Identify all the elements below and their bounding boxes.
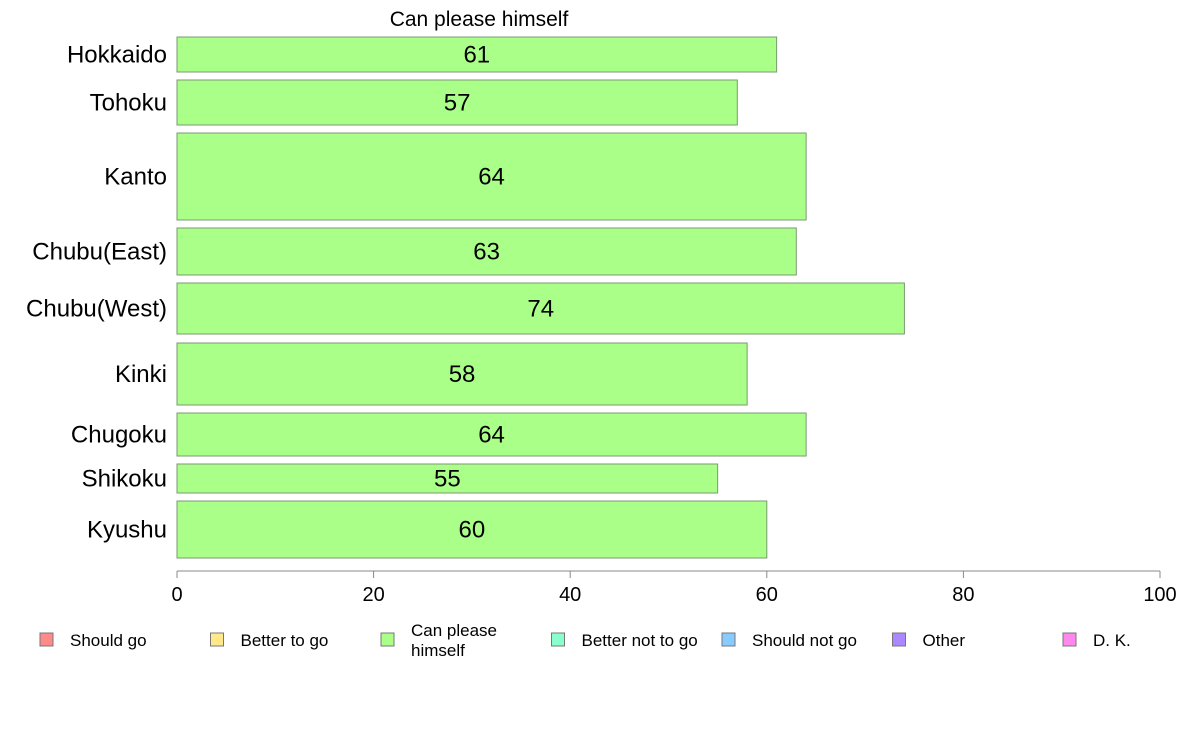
bar-tohoku [176, 79, 738, 126]
x-axis: 0 20 40 60 80 100 [171, 570, 1177, 606]
category-label: Tohoku [90, 90, 167, 117]
bar-value-label: 58 [449, 361, 476, 388]
legend-swatch [1062, 632, 1077, 647]
category-label: Chugoku [71, 422, 167, 449]
bar-chubu-east- [176, 227, 797, 276]
bar-shikoku [176, 463, 719, 494]
legend-swatch [380, 632, 395, 647]
bar-kanto [176, 132, 807, 221]
category-labels: Hokkaido Tohoku Kanto Chubu(East) Chubu(West… [26, 42, 167, 544]
category-label: Chubu(East) [32, 239, 167, 266]
bar-hokkaido [176, 36, 778, 73]
bar-kinki [176, 342, 748, 406]
legend-swatch [721, 632, 736, 647]
legend-label: Other [923, 631, 966, 650]
bar-kyushu [176, 500, 768, 559]
category-label: Kanto [104, 164, 167, 191]
x-tick-label: 20 [362, 584, 384, 606]
category-label: Shikoku [82, 466, 167, 493]
legend: Should go Better to go Can please himself Be… [39, 621, 1131, 660]
bar-value-label: 61 [463, 42, 490, 69]
category-label: Hokkaido [67, 42, 167, 69]
category-label: Chubu(West) [26, 296, 167, 323]
bar-chubu-west- [176, 282, 905, 335]
x-tick-label: 0 [171, 584, 182, 606]
legend-label: Should not go [752, 631, 857, 650]
bar-value-label: 60 [459, 517, 486, 544]
x-tick-label: 100 [1143, 584, 1176, 606]
category-label: Kinki [115, 361, 167, 388]
bar-value-label: 64 [478, 164, 505, 191]
legend-label: Better not to go [582, 631, 698, 650]
x-tick-label: 80 [952, 584, 974, 606]
legend-swatch [39, 632, 54, 647]
bar-value-label: 57 [444, 90, 471, 117]
legend-swatch [551, 632, 565, 647]
bars-group: 61 57 64 63 74 58 64 55 60 [176, 36, 905, 559]
bar-chugoku [176, 412, 807, 457]
legend-swatch [892, 632, 906, 647]
x-tick-label: 40 [559, 584, 581, 606]
bar-value-label: 74 [527, 296, 554, 323]
chart-title: Can please himself [390, 8, 569, 31]
x-tick-label: 60 [756, 584, 778, 606]
bar-value-label: 64 [478, 422, 505, 449]
legend-label: Better to go [241, 631, 329, 650]
bar-value-label: 63 [473, 239, 500, 266]
legend-label: Should go [70, 631, 147, 650]
legend-swatch [210, 632, 224, 647]
legend-label: D. K. [1093, 631, 1131, 650]
bar-value-label: 55 [434, 466, 461, 493]
legend-label: Can please himself [411, 621, 497, 660]
category-label: Kyushu [87, 517, 167, 544]
